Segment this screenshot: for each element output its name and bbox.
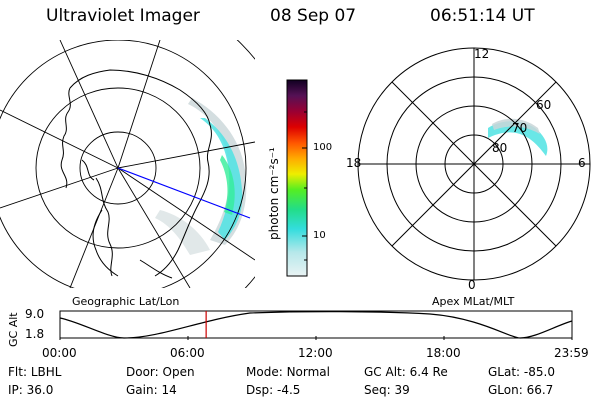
mlt-label-6: 6	[578, 156, 586, 170]
mlt-label-0: 0	[468, 278, 476, 292]
status-mode: Mode: Normal	[246, 365, 330, 379]
status-ip: IP: 36.0	[8, 383, 54, 397]
track-line	[117, 167, 251, 219]
altitude-panel	[59, 310, 573, 340]
date-label: 08 Sep 07	[270, 6, 357, 26]
status-flt: Flt: LBHL	[8, 365, 62, 379]
latitude-grid	[0, 40, 255, 288]
status-door: Door: Open	[126, 365, 195, 379]
colorbar	[286, 79, 308, 277]
status-seq: Seq: 39	[364, 383, 410, 397]
status-glat: GLat: -85.0	[488, 365, 555, 379]
polar-plot	[357, 47, 591, 281]
alt-xtick-1: 06:00	[170, 346, 205, 360]
time-label: 06:51:14 UT	[430, 6, 535, 26]
alt-ylabel: GC Alt	[7, 312, 20, 347]
alt-xtick-3: 18:00	[426, 346, 461, 360]
alt-xtick-4: 23:59	[554, 346, 589, 360]
longitude-grid	[0, 40, 255, 288]
mlt-label-18: 18	[346, 156, 362, 170]
status-gain: Gain: 14	[126, 383, 177, 397]
apex-label: Apex MLat/MLT	[432, 295, 515, 308]
status-glon: GLon: 66.7	[488, 383, 554, 397]
status-gcalt: GC Alt: 6.4 Re	[364, 365, 448, 379]
colorbar-tick-10: 10	[313, 230, 326, 241]
instrument-title: Ultraviolet Imager	[46, 6, 200, 26]
alt-xtick-0: 00:00	[42, 346, 77, 360]
geographic-map	[0, 40, 255, 288]
alt-ytick-1.8: 1.8	[25, 327, 45, 341]
colorbar-label: photon cm⁻²s⁻¹	[267, 147, 281, 240]
status-dsp: Dsp: -4.5	[246, 383, 301, 397]
alt-ytick-9: 9.0	[25, 307, 45, 321]
coastline	[60, 69, 212, 279]
lat-label-70: 70	[512, 121, 528, 135]
aurora-emission-left	[155, 98, 247, 255]
lat-label-80: 80	[492, 141, 508, 155]
geographic-label: Geographic Lat/Lon	[72, 295, 180, 308]
lat-label-60: 60	[536, 98, 552, 112]
colorbar-tick-100: 100	[313, 142, 333, 153]
mlt-label-12: 12	[474, 47, 490, 61]
alt-xtick-2: 12:00	[298, 346, 333, 360]
